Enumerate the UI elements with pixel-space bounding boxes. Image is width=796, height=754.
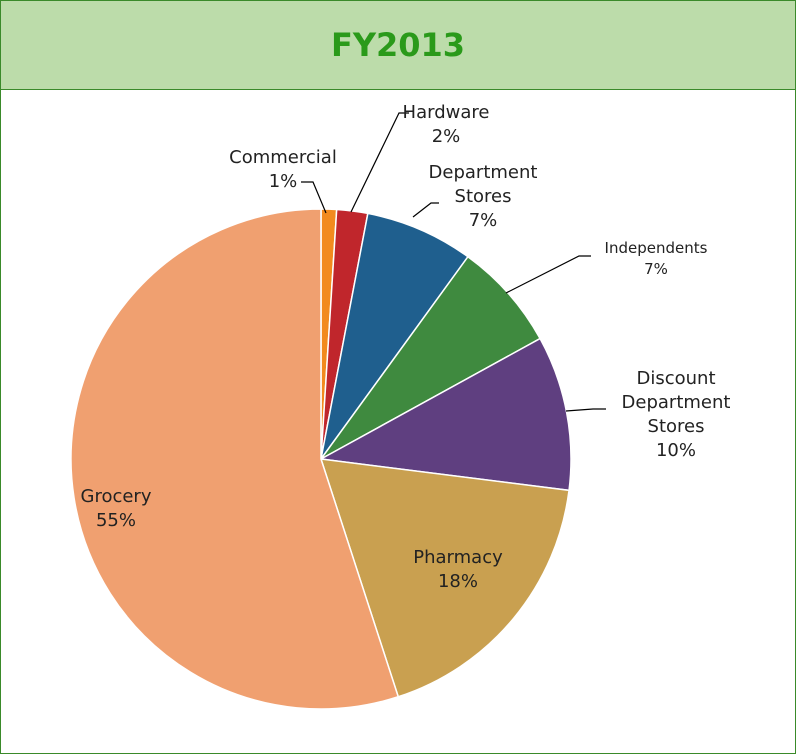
- leader-line: [301, 181, 327, 214]
- leader-line: [565, 408, 606, 412]
- pie-slice: [320, 255, 542, 460]
- title-bar: FY2013: [1, 1, 795, 90]
- label-value: 7%: [468, 210, 498, 231]
- pie-slice: [318, 337, 572, 492]
- label-value: 2%: [431, 126, 461, 147]
- leader-line: [412, 202, 439, 218]
- data-label: Pharmacy 18%: [388, 546, 528, 594]
- label-value: 55%: [95, 510, 136, 531]
- label-name: Pharmacy: [413, 547, 503, 568]
- pie-slice: [320, 212, 469, 460]
- label-value: 10%: [655, 440, 696, 461]
- label-name: Commercial: [229, 147, 337, 168]
- pie-slice: [319, 458, 570, 698]
- label-value: 1%: [268, 171, 298, 192]
- data-label: Department Stores 7%: [418, 161, 548, 233]
- label-name: Independents: [604, 239, 708, 257]
- label-name: Grocery: [80, 486, 152, 507]
- label-value: 18%: [437, 571, 478, 592]
- data-label: Hardware 2%: [386, 101, 506, 149]
- data-label: Independents 7%: [581, 238, 731, 280]
- leader-line: [350, 112, 409, 213]
- label-name: Department Stores: [428, 162, 538, 207]
- data-label: Grocery 55%: [56, 485, 176, 533]
- pie-slice: [70, 208, 400, 710]
- label-value: 7%: [644, 260, 668, 278]
- label-name: Discount Department Stores: [621, 368, 731, 437]
- label-name: Hardware: [402, 102, 490, 123]
- chart-title: FY2013: [330, 26, 466, 64]
- data-label: Commercial 1%: [213, 146, 353, 194]
- data-label: Discount Department Stores 10%: [606, 367, 746, 463]
- leader-line: [505, 255, 591, 294]
